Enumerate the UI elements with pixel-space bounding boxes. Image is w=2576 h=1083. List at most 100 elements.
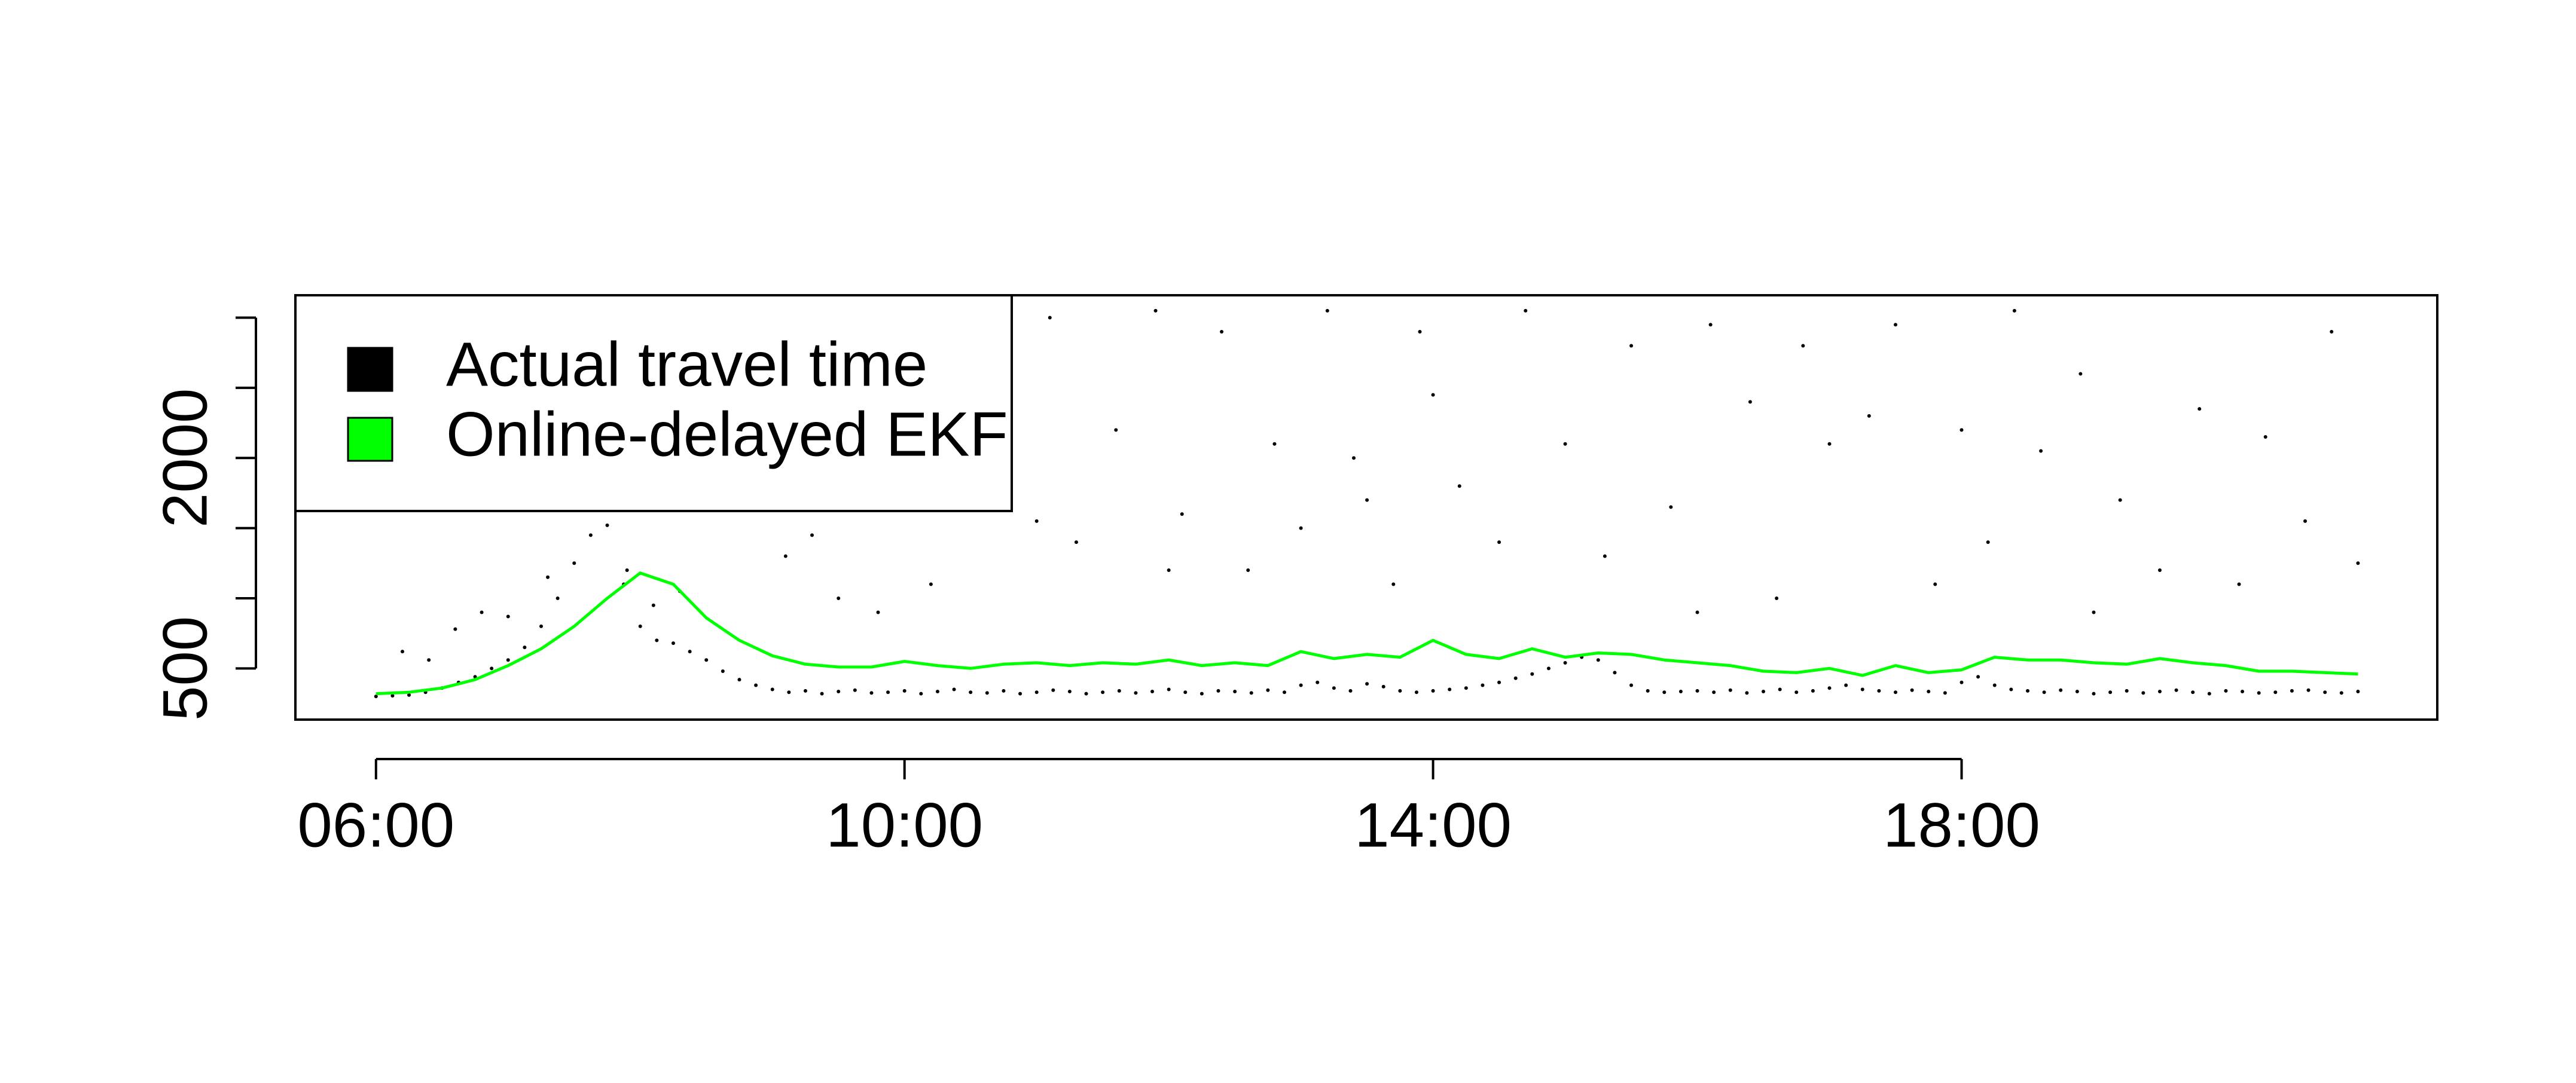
point [754,683,758,687]
legend-label: Actual travel time [446,330,927,400]
point [2092,610,2096,614]
point [1233,690,1237,694]
point [837,596,841,600]
point [453,627,457,631]
point [1794,690,1799,695]
point [1728,688,1732,692]
point [1134,691,1138,695]
point [803,689,807,693]
point [1745,691,1749,695]
point [886,690,890,695]
point [1524,308,1528,313]
point [1282,690,1286,695]
point [638,624,642,628]
point [1563,442,1567,446]
point [1348,689,1353,693]
point [651,603,655,607]
point [480,610,484,614]
point [1960,680,1964,684]
point [1381,684,1385,689]
point [810,533,814,537]
point [1216,689,1220,693]
point [876,610,880,614]
point [2174,688,2178,692]
point [1992,683,1997,687]
point [1084,692,1088,696]
point [1180,512,1184,516]
point [2306,688,2311,692]
point [671,641,675,645]
point [1943,691,1947,695]
point [820,692,824,696]
point [1464,686,1468,690]
point [902,689,907,693]
point [1431,393,1435,397]
point [919,692,923,696]
x-tick-label: 18:00 [1883,791,2040,861]
point [1272,442,1277,446]
legend-swatch [347,417,393,462]
point [2009,687,2013,692]
point [1827,686,1832,690]
point [1365,498,1369,502]
point [2092,692,2096,696]
point [1695,610,1699,614]
point [1034,690,1039,695]
point [1986,540,1990,544]
point [2108,690,2113,695]
point [1933,582,1937,586]
point [2207,692,2211,696]
point [1002,689,1006,693]
point [1414,690,1418,695]
point [1316,680,1320,684]
point [1325,308,1329,313]
point [1114,428,1118,432]
point [2157,690,2162,694]
point [935,690,939,694]
point [2075,690,2079,694]
point [783,554,788,558]
point [770,687,774,692]
point [2356,561,2360,565]
point [390,694,395,698]
point [1266,688,1270,692]
point [688,650,692,654]
point [588,533,593,537]
point [1457,484,1461,488]
point [1629,344,1634,348]
point [2078,372,2083,376]
point [2237,582,2241,586]
point [1827,442,1832,446]
point [1708,323,1713,327]
point [1678,690,1683,694]
point [2339,691,2343,695]
point [407,693,411,697]
point [1603,554,1607,558]
point [1101,690,1105,695]
point [2356,690,2360,694]
point [556,596,560,600]
point [969,690,973,695]
point [2039,449,2043,453]
point [2273,690,2278,695]
point [1960,428,1964,432]
point [427,658,431,662]
point [2323,690,2327,695]
point [1048,316,1052,320]
point [929,582,933,586]
point [572,561,576,565]
point [1867,414,1871,418]
point [985,691,989,695]
point [1613,671,1617,675]
point [2157,568,2162,573]
point [523,645,527,650]
point [2263,435,2267,439]
point [853,688,857,692]
point [2257,691,2261,695]
point [1775,596,1779,600]
point [506,614,510,619]
point [1976,675,1980,679]
point [1712,690,1716,695]
point [506,658,510,662]
point [721,669,725,674]
